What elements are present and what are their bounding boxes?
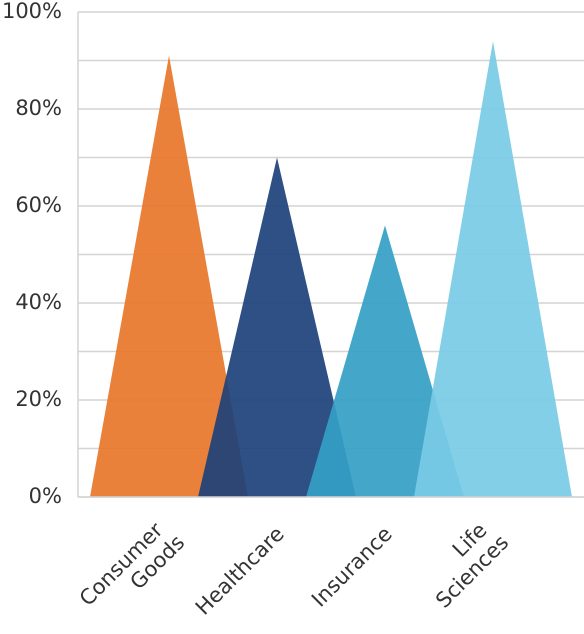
x-tick-label: Life Sciences bbox=[414, 513, 513, 612]
triangle-bar bbox=[306, 225, 464, 497]
x-tick-label: Healthcare bbox=[191, 522, 289, 620]
y-tick-label: 80% bbox=[15, 96, 62, 120]
triangle-bar bbox=[414, 41, 572, 497]
y-tick-label: 40% bbox=[15, 290, 62, 314]
y-tick-label: 100% bbox=[2, 0, 62, 23]
x-tick-label: Insurance bbox=[307, 522, 397, 612]
y-tick-label: 0% bbox=[29, 484, 62, 508]
y-tick-label: 60% bbox=[15, 193, 62, 217]
x-tick-label: Consumer Goods bbox=[75, 513, 189, 627]
triangle-bar bbox=[198, 157, 356, 497]
triangle-bar bbox=[90, 55, 248, 498]
y-tick-label: 20% bbox=[15, 387, 62, 411]
